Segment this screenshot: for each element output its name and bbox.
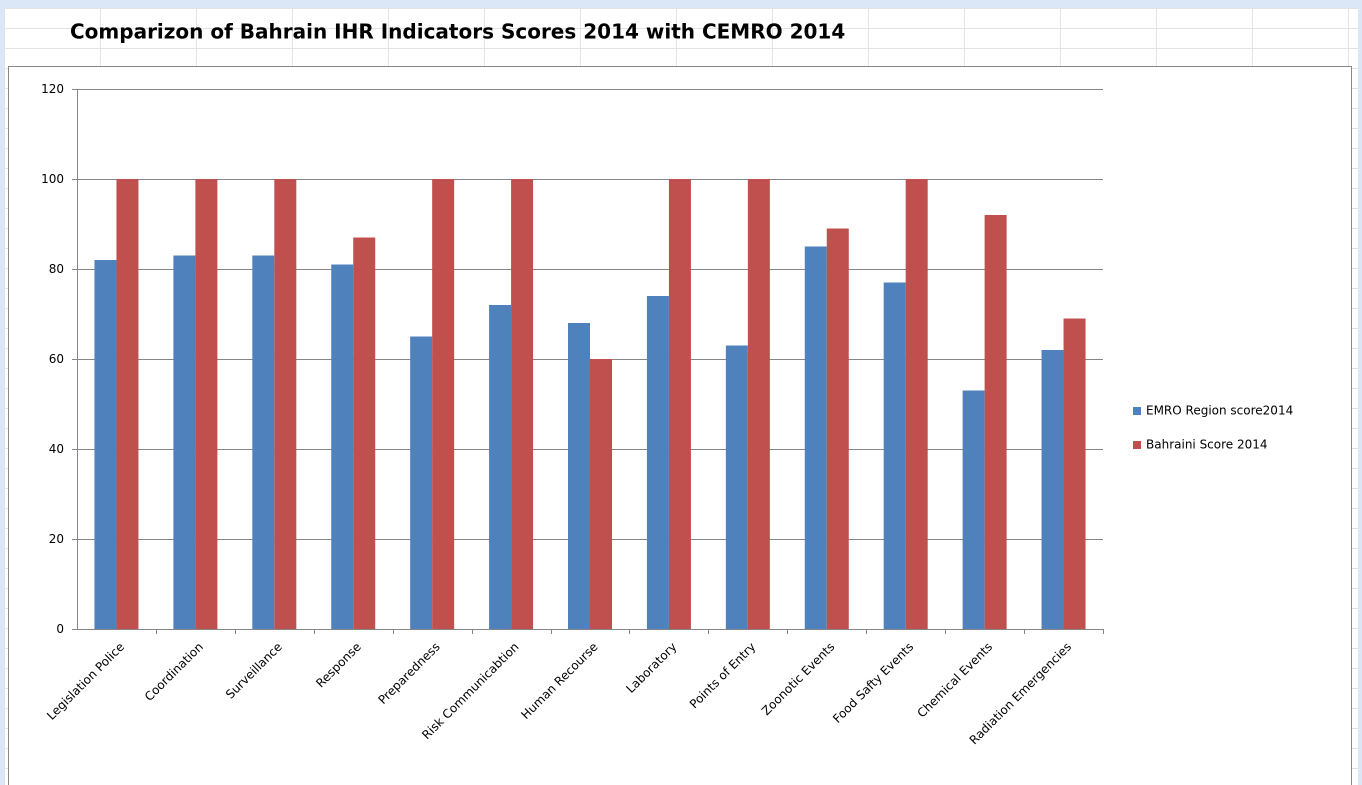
bar	[804, 246, 827, 629]
bar	[668, 179, 691, 629]
y-tick-label: 80	[49, 262, 64, 276]
bar	[905, 179, 928, 629]
bar	[646, 296, 669, 629]
bar	[274, 179, 297, 629]
bar	[195, 179, 218, 629]
bar	[984, 215, 1007, 629]
bar	[962, 390, 985, 629]
bar	[432, 179, 455, 629]
legend-swatch	[1133, 407, 1141, 415]
bar	[511, 179, 534, 629]
legend-label: Bahraini Score 2014	[1146, 438, 1268, 452]
y-tick-label: 120	[41, 82, 64, 96]
bar	[568, 323, 590, 629]
y-tick-label: 100	[41, 172, 64, 186]
y-tick-label: 0	[56, 622, 64, 636]
bar	[489, 305, 512, 629]
bar	[725, 345, 748, 629]
bar	[747, 179, 770, 629]
bar	[1063, 318, 1086, 629]
legend-swatch	[1133, 441, 1141, 449]
y-tick-label: 40	[49, 442, 64, 456]
bar	[252, 255, 275, 629]
y-tick-label: 60	[49, 352, 64, 366]
bar	[590, 359, 612, 629]
bar	[826, 228, 849, 629]
bar	[116, 179, 139, 629]
bar	[410, 336, 433, 629]
legend-label: EMRO Region score2014	[1146, 404, 1293, 418]
bar	[173, 255, 196, 629]
bar	[883, 282, 906, 629]
bar	[353, 237, 376, 629]
bar	[94, 260, 117, 629]
chart-title: Comparizon of Bahrain IHR Indicators Sco…	[70, 20, 845, 44]
bar	[331, 264, 354, 629]
bar	[1041, 350, 1064, 629]
y-tick-label: 20	[49, 532, 64, 546]
